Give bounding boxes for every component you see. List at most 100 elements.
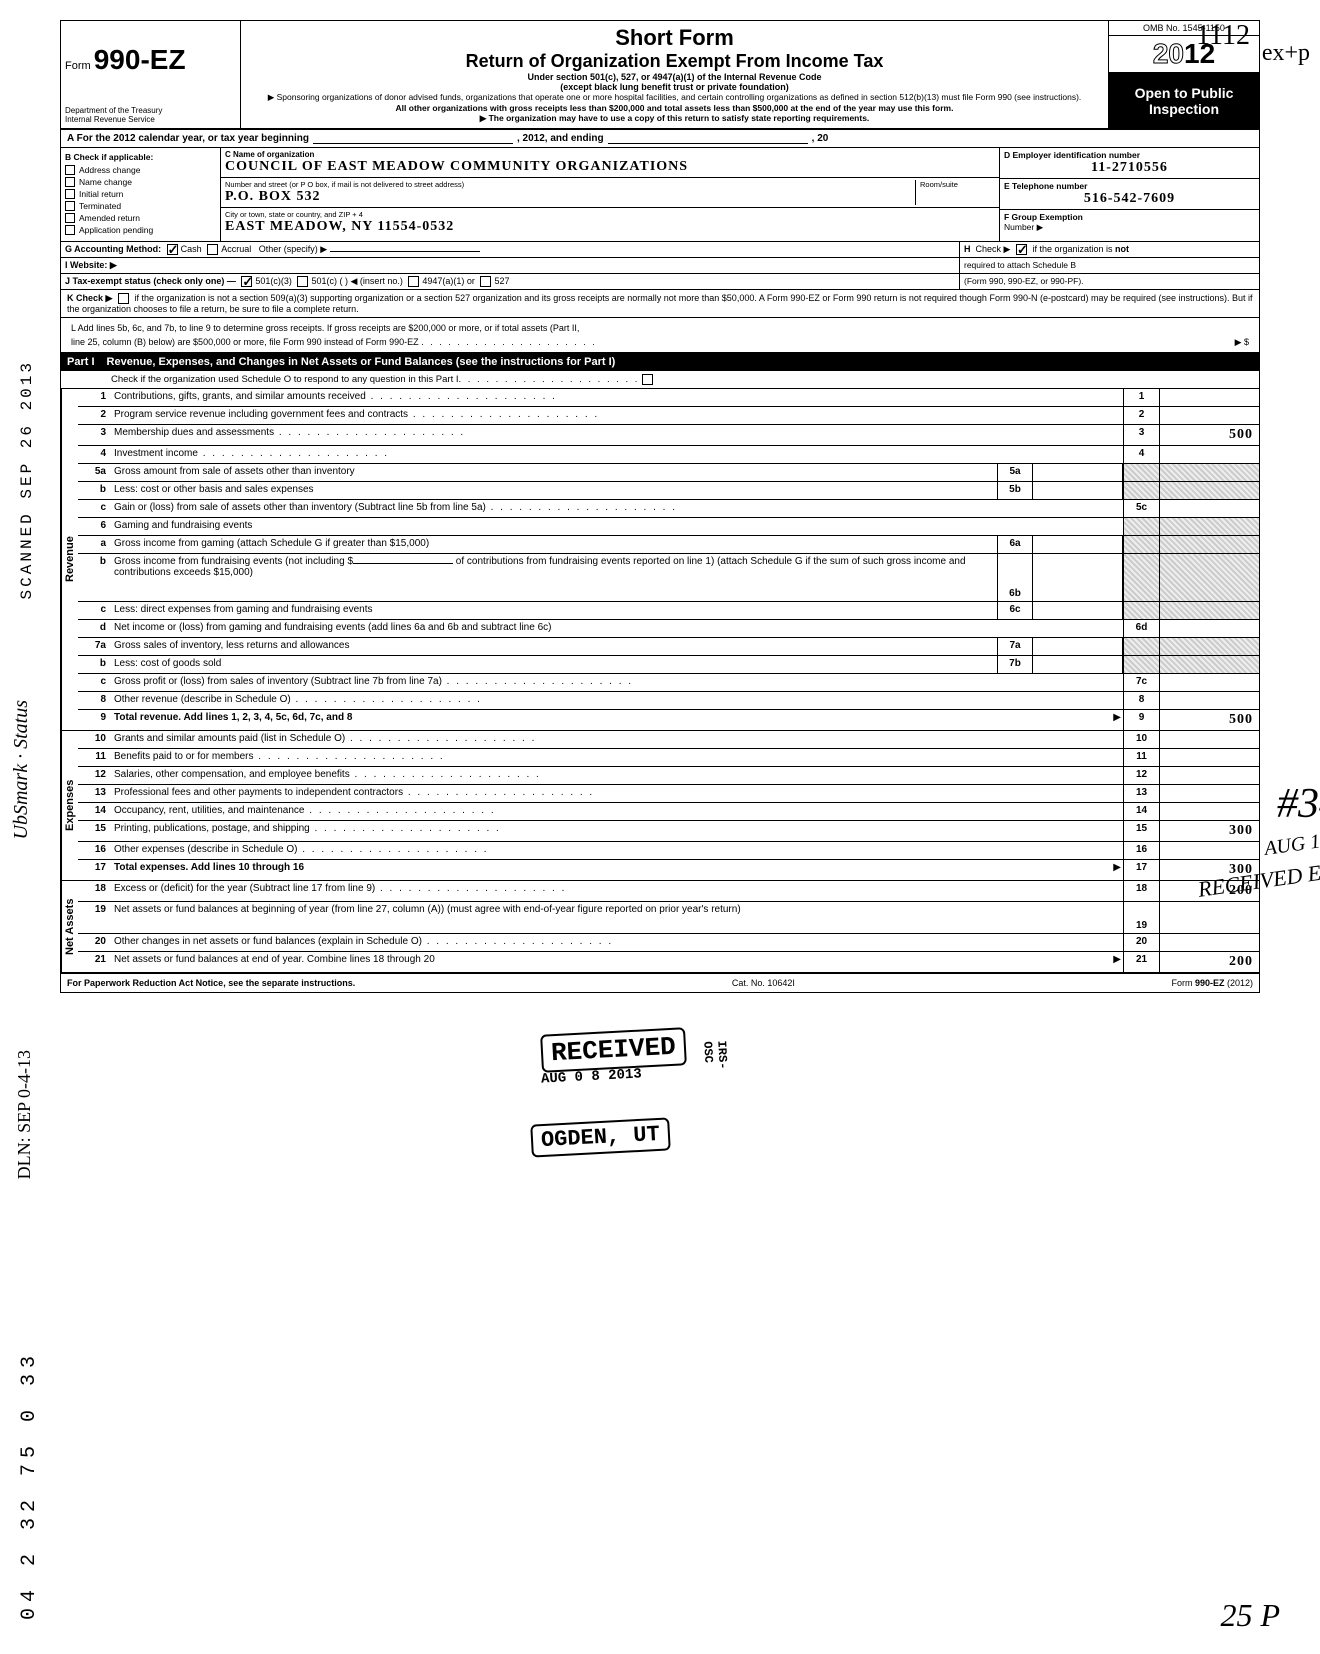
line-6b-mbox: 6b bbox=[997, 554, 1033, 601]
line-13-num: 13 bbox=[78, 785, 112, 802]
line-10-num: 10 bbox=[78, 731, 112, 748]
line-5a-mamt[interactable] bbox=[1033, 464, 1123, 481]
line-4-num: 4 bbox=[78, 446, 112, 463]
line-17-amt[interactable]: 300 bbox=[1159, 860, 1259, 880]
chk-501c3[interactable] bbox=[241, 276, 252, 287]
line-17-desc: Total expenses. Add lines 10 through 16 … bbox=[112, 860, 1123, 880]
phone-value[interactable]: 516-542-7609 bbox=[1004, 191, 1255, 207]
chk-k[interactable] bbox=[118, 293, 129, 304]
line-5a: 5aGross amount from sale of assets other… bbox=[78, 464, 1259, 482]
line-7b-mamt[interactable] bbox=[1033, 656, 1123, 673]
line-5b-mamt[interactable] bbox=[1033, 482, 1123, 499]
gh-row: G Accounting Method: Cash Accrual Other … bbox=[61, 242, 1259, 258]
line-12-box: 12 bbox=[1123, 767, 1159, 784]
line-6d-num: d bbox=[78, 620, 112, 637]
chk-part1-scho[interactable] bbox=[642, 374, 653, 385]
line-20-box: 20 bbox=[1123, 934, 1159, 951]
line-6b-mamt[interactable] bbox=[1033, 554, 1123, 601]
chk-pending[interactable]: Application pending bbox=[65, 225, 216, 235]
line-5c: cGain or (loss) from sale of assets othe… bbox=[78, 500, 1259, 518]
line-15-desc: Printing, publications, postage, and shi… bbox=[112, 821, 1123, 841]
chk-h[interactable] bbox=[1016, 244, 1027, 255]
line-a: A For the 2012 calendar year, or tax yea… bbox=[61, 130, 1259, 148]
margin-scanned-stamp: SCANNED SEP 26 2013 bbox=[18, 360, 36, 599]
line-13-amt[interactable] bbox=[1159, 785, 1259, 802]
c-city-row: City or town, state or country, and ZIP … bbox=[221, 208, 999, 237]
chk-527[interactable] bbox=[480, 276, 491, 287]
line-7c-box: 7c bbox=[1123, 674, 1159, 691]
line-11-num: 11 bbox=[78, 749, 112, 766]
part1-check-row: Check if the organization used Schedule … bbox=[61, 371, 1259, 389]
line-4-amt[interactable] bbox=[1159, 446, 1259, 463]
line-2-amt[interactable] bbox=[1159, 407, 1259, 424]
line-16-amt[interactable] bbox=[1159, 842, 1259, 859]
line-14-num: 14 bbox=[78, 803, 112, 820]
line-7c-amt[interactable] bbox=[1159, 674, 1259, 691]
line-12: 12Salaries, other compensation, and empl… bbox=[78, 767, 1259, 785]
margin-top-hand2: ex+p bbox=[1262, 40, 1310, 67]
line-1-amt[interactable] bbox=[1159, 389, 1259, 406]
line-18-amt[interactable]: 200 bbox=[1159, 881, 1259, 901]
line-8-amt[interactable] bbox=[1159, 692, 1259, 709]
line-7b-shade bbox=[1123, 656, 1159, 673]
g-other: Other (specify) ▶ bbox=[259, 244, 327, 254]
open-to-public: Open to Public Inspection bbox=[1109, 73, 1259, 128]
c-addr-label: Number and street (or P O box, if mail i… bbox=[225, 180, 915, 189]
chk-initial-return[interactable]: Initial return bbox=[65, 189, 216, 199]
margin-bottom-number: 04 2 32 75 0 33 bbox=[18, 1350, 41, 1620]
line-11-amt[interactable] bbox=[1159, 749, 1259, 766]
stamp-ogden: OGDEN, UT bbox=[530, 1117, 670, 1157]
b-header: B Check if applicable: bbox=[65, 152, 216, 162]
chk-name-change[interactable]: Name change bbox=[65, 177, 216, 187]
line-5b-desc: Less: cost or other basis and sales expe… bbox=[112, 482, 997, 499]
ein-value[interactable]: 11-2710556 bbox=[1004, 160, 1255, 176]
line-21-amt[interactable]: 200 bbox=[1159, 952, 1259, 972]
chk-cash[interactable] bbox=[167, 244, 178, 255]
line-12-amt[interactable] bbox=[1159, 767, 1259, 784]
line-20-amt[interactable] bbox=[1159, 934, 1259, 951]
chk-accrual[interactable] bbox=[207, 244, 218, 255]
section-c: C Name of organization COUNCIL OF EAST M… bbox=[221, 148, 999, 241]
form-number: Form 990-EZ bbox=[65, 44, 236, 76]
chk-4947[interactable] bbox=[408, 276, 419, 287]
line-4: 4Investment income4 bbox=[78, 446, 1259, 464]
line-2-desc: Program service revenue including govern… bbox=[112, 407, 1123, 424]
line-15-amt[interactable]: 300 bbox=[1159, 821, 1259, 841]
line-6a-shade2 bbox=[1159, 536, 1259, 553]
tax-year: 2012 bbox=[1109, 36, 1259, 73]
line-21-num: 21 bbox=[78, 952, 112, 972]
line-6a-desc: Gross income from gaming (attach Schedul… bbox=[112, 536, 997, 553]
e-label: E Telephone number bbox=[1004, 181, 1255, 191]
line-7b-shade2 bbox=[1159, 656, 1259, 673]
line-17-box: 17 bbox=[1123, 860, 1159, 880]
line-1: 1Contributions, gifts, grants, and simil… bbox=[78, 389, 1259, 407]
line-7c-desc: Gross profit or (loss) from sales of inv… bbox=[112, 674, 1123, 691]
line-5c-amt[interactable] bbox=[1159, 500, 1259, 517]
line-5c-box: 5c bbox=[1123, 500, 1159, 517]
line-7b-desc: Less: cost of goods sold bbox=[112, 656, 997, 673]
line-18: 18Excess or (deficit) for the year (Subt… bbox=[78, 881, 1259, 902]
line-6a-mamt[interactable] bbox=[1033, 536, 1123, 553]
line-a-suffix: , 20 bbox=[812, 133, 829, 144]
line-7c-num: c bbox=[78, 674, 112, 691]
org-addr-value[interactable]: P.O. BOX 532 bbox=[225, 189, 915, 205]
line-9-amt[interactable]: 500 bbox=[1159, 710, 1259, 730]
line-10-amt[interactable] bbox=[1159, 731, 1259, 748]
line-6c-mamt[interactable] bbox=[1033, 602, 1123, 619]
subtitle-1: Under section 501(c), 527, or 4947(a)(1)… bbox=[247, 72, 1102, 82]
org-city-value[interactable]: EAST MEADOW, NY 11554-0532 bbox=[225, 219, 995, 235]
line-3-desc: Membership dues and assessments bbox=[112, 425, 1123, 445]
line-3-amt[interactable]: 500 bbox=[1159, 425, 1259, 445]
line-7a-mamt[interactable] bbox=[1033, 638, 1123, 655]
line-6d-amt[interactable] bbox=[1159, 620, 1259, 637]
room-label: Room/suite bbox=[920, 180, 995, 189]
line-14-amt[interactable] bbox=[1159, 803, 1259, 820]
line-2-box: 2 bbox=[1123, 407, 1159, 424]
chk-terminated[interactable]: Terminated bbox=[65, 201, 216, 211]
e-row: E Telephone number 516-542-7609 bbox=[1000, 179, 1259, 210]
chk-501c[interactable] bbox=[297, 276, 308, 287]
chk-amended[interactable]: Amended return bbox=[65, 213, 216, 223]
line-19-amt[interactable] bbox=[1159, 902, 1259, 933]
org-name-value[interactable]: COUNCIL OF EAST MEADOW COMMUNITY ORGANIZ… bbox=[225, 159, 995, 175]
chk-address-change[interactable]: Address change bbox=[65, 165, 216, 175]
